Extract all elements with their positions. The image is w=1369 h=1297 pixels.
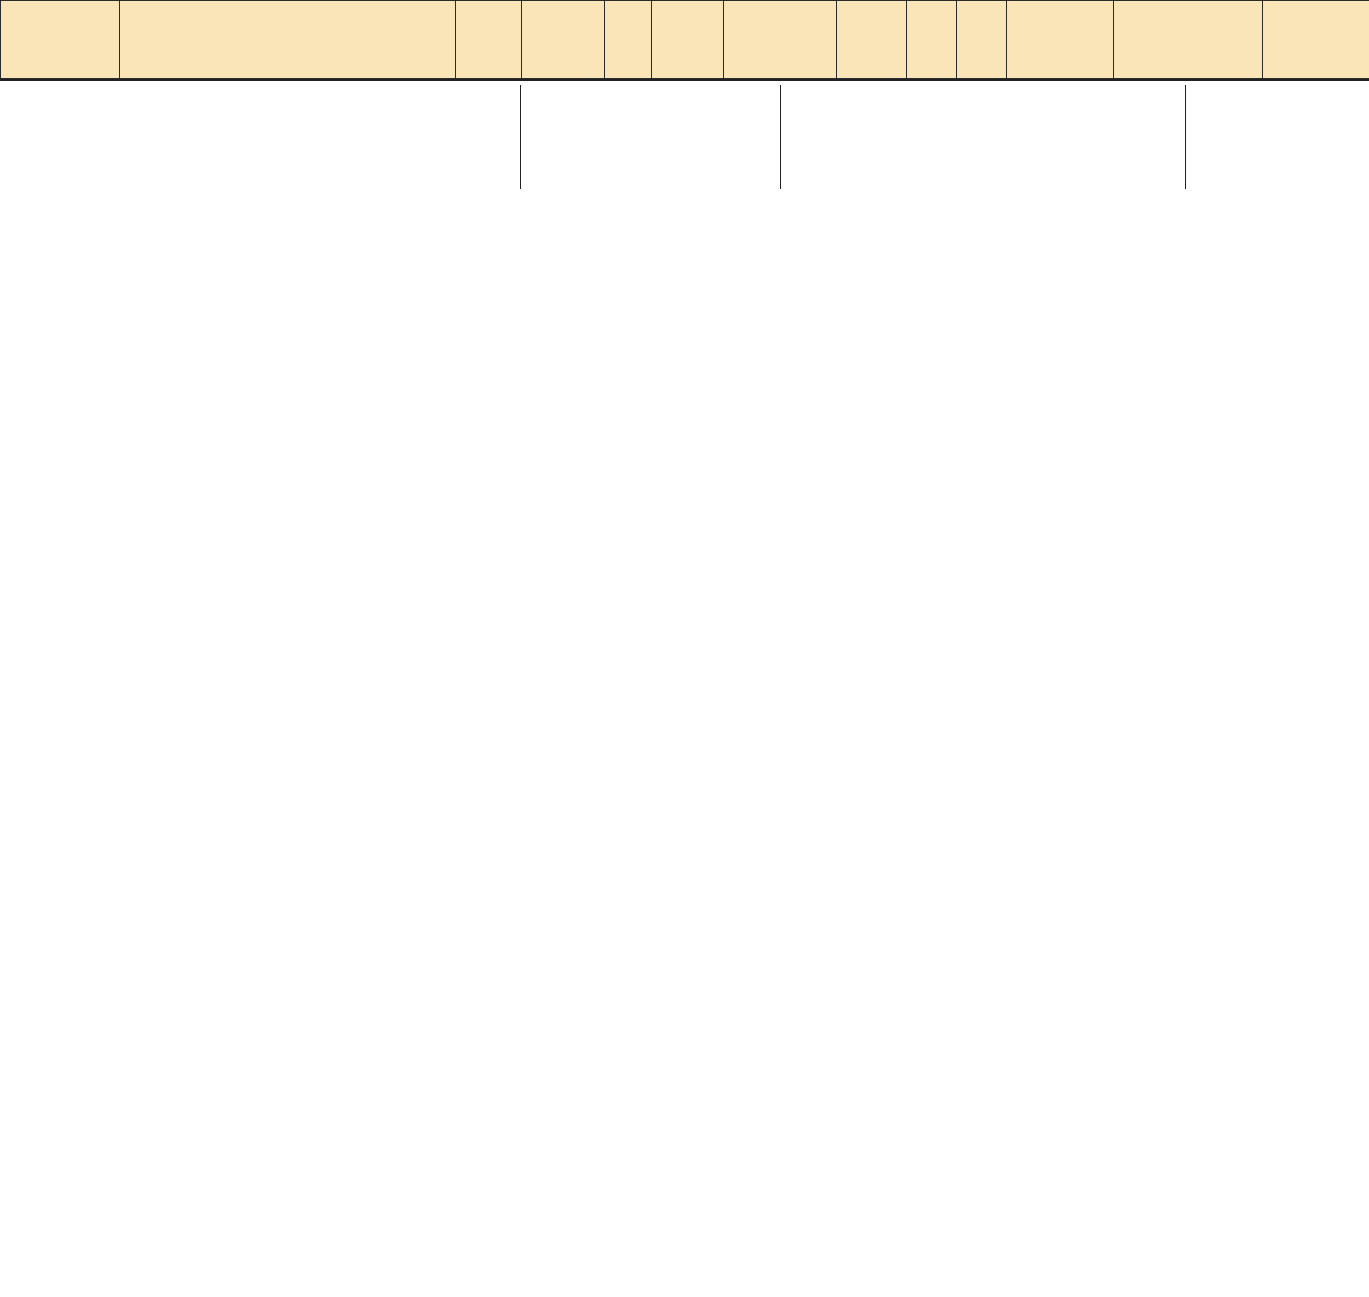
total-net-cost-row [529,85,770,111]
col-header-curr-price-change-today[interactable] [1006,0,1114,79]
cash-on-hand-row [1192,111,1363,137]
col-header-trans-date[interactable] [521,0,605,79]
col-header-security[interactable] [0,0,120,79]
col-header-lower-stop-limit[interactable] [906,0,957,79]
col-header-age[interactable] [604,0,652,79]
index-row-spx [0,137,520,163]
column-header-row [0,0,1369,79]
total-value-row [1192,137,1363,163]
col-header-description[interactable] [119,0,456,79]
positions-table [0,0,1369,79]
total-income-unrealized-row [529,163,770,189]
footer [0,79,1369,191]
totals-panel [520,85,780,189]
col-header-quantity[interactable] [455,0,522,79]
total-income-realized-row [529,137,770,163]
col-header-gain-loss[interactable] [1113,0,1263,79]
col-header-issue-price-total-change[interactable] [723,0,837,79]
index-row-vix [0,163,520,189]
indices-header-row [0,85,520,111]
col-header-net-cost[interactable] [651,0,724,79]
col-header-upper-stop-limit[interactable] [956,0,1007,79]
portfolio-return-row [1192,163,1363,189]
col-header-effective-cost[interactable] [836,0,907,79]
col-header-market-value[interactable] [1262,0,1369,79]
value-change-row [781,85,1185,111]
security-value-row [1192,85,1363,111]
value-change-panel [780,85,1185,189]
indices-panel [0,85,520,189]
portfolio-summary-panel [1185,85,1369,189]
total-income-row [529,111,770,137]
index-row-djx [0,111,520,137]
